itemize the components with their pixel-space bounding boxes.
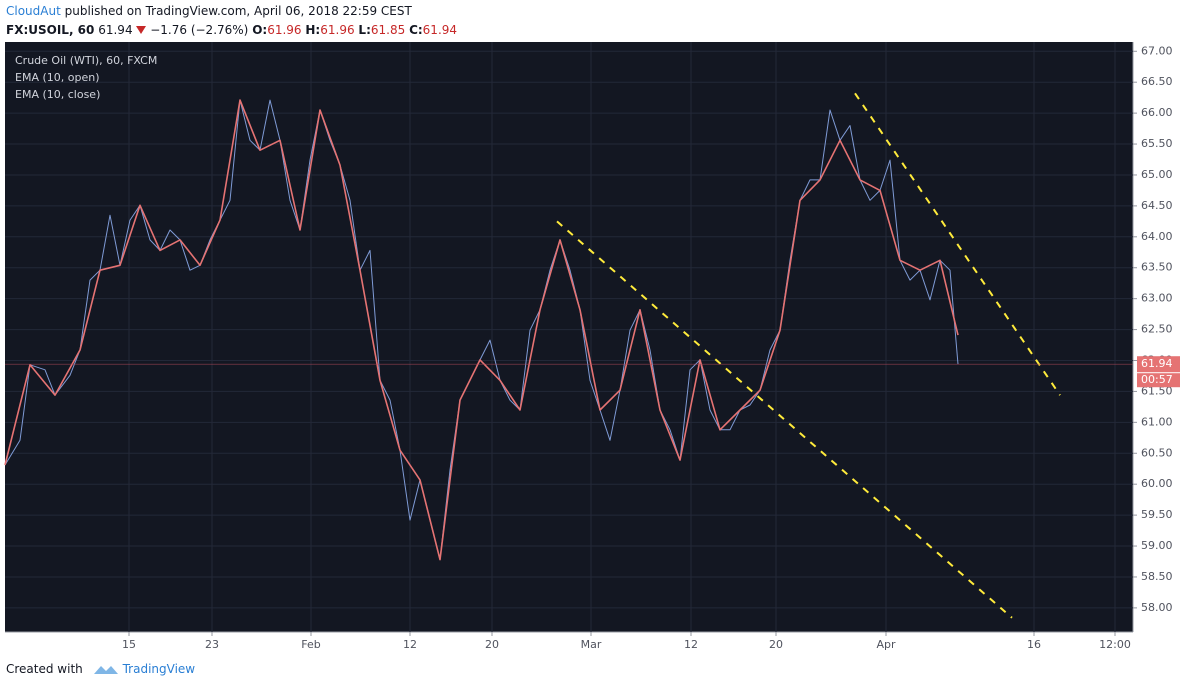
change: −1.76 (−2.76%) [150, 23, 249, 37]
y-tick-label: 59.00 [1141, 539, 1173, 552]
x-tick-label: 20 [769, 638, 783, 651]
published: published on TradingView.com, April 06, … [64, 4, 412, 18]
ohlc-label: H: [305, 23, 321, 37]
y-tick-label: 61.50 [1141, 384, 1173, 397]
y-tick-label: 58.00 [1141, 601, 1173, 614]
x-tick-label: 20 [485, 638, 499, 651]
trend-line [854, 92, 1061, 396]
y-tick-label: 60.50 [1141, 446, 1173, 459]
created-with: Created with [6, 662, 83, 676]
y-tick-label: 67.00 [1141, 44, 1173, 57]
last-price-label: 61.94 [1141, 357, 1173, 370]
x-tick-label: 15 [122, 638, 136, 651]
y-tick-label: 64.00 [1141, 230, 1173, 243]
y-tick-label: 65.50 [1141, 137, 1173, 150]
series-line [4, 99, 959, 561]
ohlc-value: 61.94 [422, 23, 458, 37]
footer: Created with TradingView [6, 662, 195, 677]
ticker-line: FX:USOIL, 60 61.94 −1.76 (−2.76%) O:61.9… [6, 21, 457, 40]
ohlc-value: 61.96 [267, 23, 302, 37]
x-tick-label: 23 [205, 638, 219, 651]
y-tick-label: 59.50 [1141, 508, 1173, 521]
author[interactable]: CloudAut [6, 4, 61, 18]
legend-entry: EMA (10, open) [15, 71, 100, 84]
last-price-box [1137, 356, 1180, 373]
ohlc: O:61.96 H:61.96 L:61.85 C:61.94 [252, 23, 457, 37]
y-tick-label: 58.50 [1141, 570, 1173, 583]
y-tick-label: 66.50 [1141, 75, 1173, 88]
x-tick-label: Apr [876, 638, 896, 651]
ohlc-label: C: [409, 23, 423, 37]
trend-line [556, 220, 1013, 619]
x-tick-label: 16 [1027, 638, 1041, 651]
down-arrow [136, 26, 147, 34]
symbol: FX:USOIL, 60 [6, 23, 95, 37]
x-tick-label: Mar [581, 638, 602, 651]
legend-entry: EMA (10, close) [15, 88, 100, 101]
header: CloudAut published on TradingView.com, A… [6, 2, 457, 40]
price: 61.94 [98, 23, 133, 37]
ohlc-value: 61.96 [320, 23, 355, 37]
series-line [4, 99, 959, 561]
countdown-label: 00:57 [1141, 373, 1173, 386]
x-tick-label: Feb [301, 638, 320, 651]
chart: Crude Oil (WTI), 60, FXCM EMA (10, open)… [4, 42, 1180, 651]
y-tick-label: 62.50 [1141, 323, 1173, 336]
y-tick-label: 61.00 [1141, 415, 1173, 428]
x-tick-label: 12:00 [1099, 638, 1131, 651]
grid [5, 42, 1133, 632]
y-tick-label: 63.00 [1141, 292, 1173, 305]
y-tick-label: 65.00 [1141, 168, 1173, 181]
ohlc-label: O: [252, 23, 268, 37]
plot-background [5, 42, 1133, 632]
brand[interactable]: TradingView [122, 662, 196, 676]
y-tick-label: 66.00 [1141, 106, 1173, 119]
marks [4, 92, 1133, 619]
y-tick-label: 63.50 [1141, 261, 1173, 274]
y-tick-label: 60.00 [1141, 477, 1173, 490]
y-tick-label: 64.50 [1141, 199, 1173, 212]
ohlc-label: L: [358, 23, 371, 37]
publish-line: CloudAut published on TradingView.com, A… [6, 2, 457, 21]
ohlc-value: 61.85 [370, 23, 406, 37]
x-tick-label: 12 [403, 638, 417, 651]
countdown-box [1137, 373, 1180, 388]
x-tick-label: 12 [684, 638, 698, 651]
logo [93, 665, 118, 674]
legend-title: Crude Oil (WTI), 60, FXCM [15, 54, 157, 67]
